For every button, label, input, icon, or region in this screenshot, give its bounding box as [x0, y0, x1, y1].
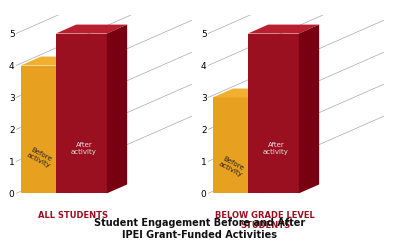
Text: Student Engagement Before and After
IPEI Grant-Funded Activities: Student Engagement Before and After IPEI…: [94, 218, 306, 240]
Polygon shape: [213, 88, 284, 98]
Text: ALL STUDENTS: ALL STUDENTS: [38, 211, 108, 220]
Text: BELOW GRADE LEVEL
STUDENTS: BELOW GRADE LEVEL STUDENTS: [215, 211, 315, 231]
Text: After
activity: After activity: [263, 142, 289, 155]
Polygon shape: [21, 56, 92, 66]
Polygon shape: [56, 24, 127, 34]
Polygon shape: [213, 98, 264, 194]
Text: Before
activity: Before activity: [26, 146, 54, 170]
Text: After
activity: After activity: [71, 142, 97, 155]
Polygon shape: [21, 66, 72, 194]
Polygon shape: [248, 34, 299, 194]
Polygon shape: [248, 24, 319, 34]
Polygon shape: [107, 24, 127, 194]
Polygon shape: [56, 34, 107, 194]
Polygon shape: [299, 24, 319, 194]
Polygon shape: [72, 56, 92, 194]
Text: Before
activity: Before activity: [218, 155, 246, 178]
Polygon shape: [264, 88, 284, 194]
